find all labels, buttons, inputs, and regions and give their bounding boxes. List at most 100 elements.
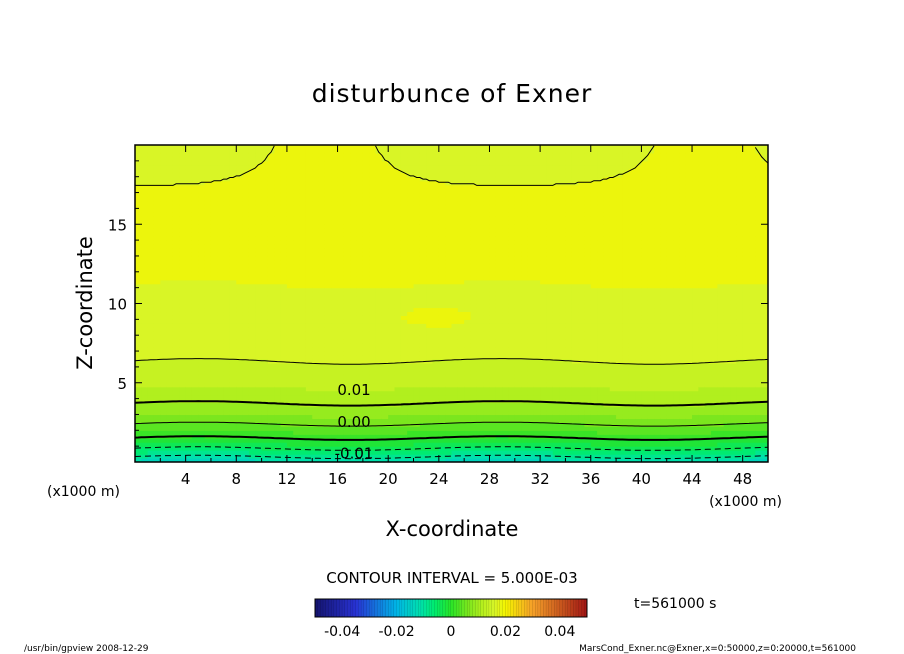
contour-cell bbox=[432, 212, 440, 217]
contour-cell bbox=[337, 283, 345, 289]
contour-cell bbox=[457, 422, 465, 427]
contour-cell bbox=[267, 145, 275, 150]
contour-cell bbox=[242, 224, 250, 229]
contour-cell bbox=[324, 152, 332, 158]
contour-cell bbox=[508, 323, 516, 328]
contour-cell bbox=[318, 164, 326, 170]
contour-cell bbox=[400, 394, 408, 400]
contour-cell bbox=[438, 228, 446, 233]
contour-cell bbox=[185, 244, 193, 249]
contour-cell bbox=[191, 390, 199, 396]
contour-cell bbox=[362, 374, 370, 380]
contour-cell bbox=[388, 259, 396, 265]
contour-cell bbox=[489, 442, 497, 447]
contour-cell bbox=[350, 398, 358, 404]
contour-cell bbox=[438, 240, 446, 245]
contour-cell bbox=[242, 156, 250, 162]
contour-cell bbox=[236, 458, 244, 462]
contour-cell bbox=[248, 244, 256, 249]
contour-cell bbox=[438, 347, 446, 352]
contour-cell bbox=[388, 339, 396, 344]
contour-cell bbox=[483, 176, 491, 182]
contour-cell bbox=[331, 271, 339, 277]
contour-cell bbox=[451, 180, 459, 186]
contour-cell bbox=[438, 172, 446, 178]
contour-cell bbox=[135, 319, 142, 324]
contour-cell bbox=[350, 152, 358, 158]
contour-cell bbox=[153, 259, 161, 265]
contour-cell bbox=[147, 374, 155, 380]
contour-cell bbox=[242, 386, 250, 392]
contour-cell bbox=[476, 406, 484, 412]
contour-cell bbox=[274, 287, 282, 293]
contour-cell bbox=[229, 287, 237, 293]
contour-cell bbox=[457, 299, 465, 305]
contour-cell bbox=[438, 196, 446, 202]
contour-cell bbox=[280, 331, 288, 336]
contour-cell bbox=[223, 267, 231, 273]
contour-cell bbox=[362, 390, 370, 396]
contour-cell bbox=[267, 224, 275, 229]
contour-cell bbox=[483, 160, 491, 166]
contour-cell bbox=[179, 358, 187, 364]
contour-cell bbox=[388, 164, 396, 170]
contour-cell bbox=[527, 315, 535, 320]
contour-cell bbox=[191, 358, 199, 364]
contour-cell bbox=[400, 251, 408, 257]
contour-cell bbox=[299, 426, 307, 431]
contour-cell bbox=[191, 251, 199, 257]
contour-cell bbox=[229, 291, 237, 297]
contour-cell bbox=[369, 220, 377, 225]
contour-cell bbox=[204, 220, 212, 225]
contour-cell bbox=[210, 410, 218, 416]
contour-cell bbox=[331, 319, 339, 324]
contour-cell bbox=[147, 180, 155, 186]
contour-cell bbox=[432, 160, 440, 166]
contour-cell bbox=[172, 386, 180, 392]
contour-cell bbox=[305, 410, 313, 416]
contour-cell bbox=[255, 319, 263, 324]
contour-cell bbox=[419, 251, 427, 257]
contour-cell bbox=[236, 160, 244, 166]
contour-cell bbox=[191, 208, 199, 213]
contour-cell bbox=[166, 358, 174, 364]
contour-cell bbox=[343, 335, 351, 340]
contour-cell bbox=[223, 200, 231, 206]
contour-cell bbox=[381, 263, 389, 269]
contour-cell bbox=[286, 458, 294, 462]
contour-cell bbox=[305, 347, 313, 352]
contour-cell bbox=[172, 148, 180, 154]
contour-cell bbox=[318, 279, 326, 285]
contour-cell bbox=[451, 418, 459, 423]
contour-cell bbox=[248, 438, 256, 443]
contour-cell bbox=[236, 232, 244, 237]
contour-cell bbox=[369, 259, 377, 265]
contour-cell bbox=[135, 311, 142, 316]
contour-cell bbox=[362, 343, 370, 348]
contour-cell bbox=[470, 287, 478, 293]
contour-cell bbox=[191, 160, 199, 166]
contour-cell bbox=[293, 307, 301, 313]
contour-cell bbox=[223, 430, 231, 435]
contour-cell bbox=[508, 184, 516, 190]
contour-cell bbox=[502, 263, 510, 269]
contour-cell bbox=[451, 327, 459, 332]
contour-cell bbox=[331, 172, 339, 178]
contour-cell bbox=[476, 176, 484, 182]
contour-cell bbox=[312, 410, 320, 416]
contour-cell bbox=[166, 216, 174, 221]
contour-cell bbox=[356, 458, 364, 462]
contour-cell bbox=[419, 184, 427, 190]
contour-cell bbox=[204, 366, 212, 372]
contour-cell bbox=[451, 248, 459, 253]
contour-cell bbox=[343, 327, 351, 332]
contour-cell bbox=[274, 351, 282, 356]
contour-cell bbox=[331, 259, 339, 265]
contour-cell bbox=[217, 164, 225, 170]
contour-cell bbox=[280, 228, 288, 233]
contour-cell bbox=[514, 414, 522, 420]
contour-cell bbox=[274, 152, 282, 158]
contour-cell bbox=[242, 196, 250, 202]
contour-cell bbox=[324, 319, 332, 324]
contour-cell bbox=[286, 394, 294, 400]
